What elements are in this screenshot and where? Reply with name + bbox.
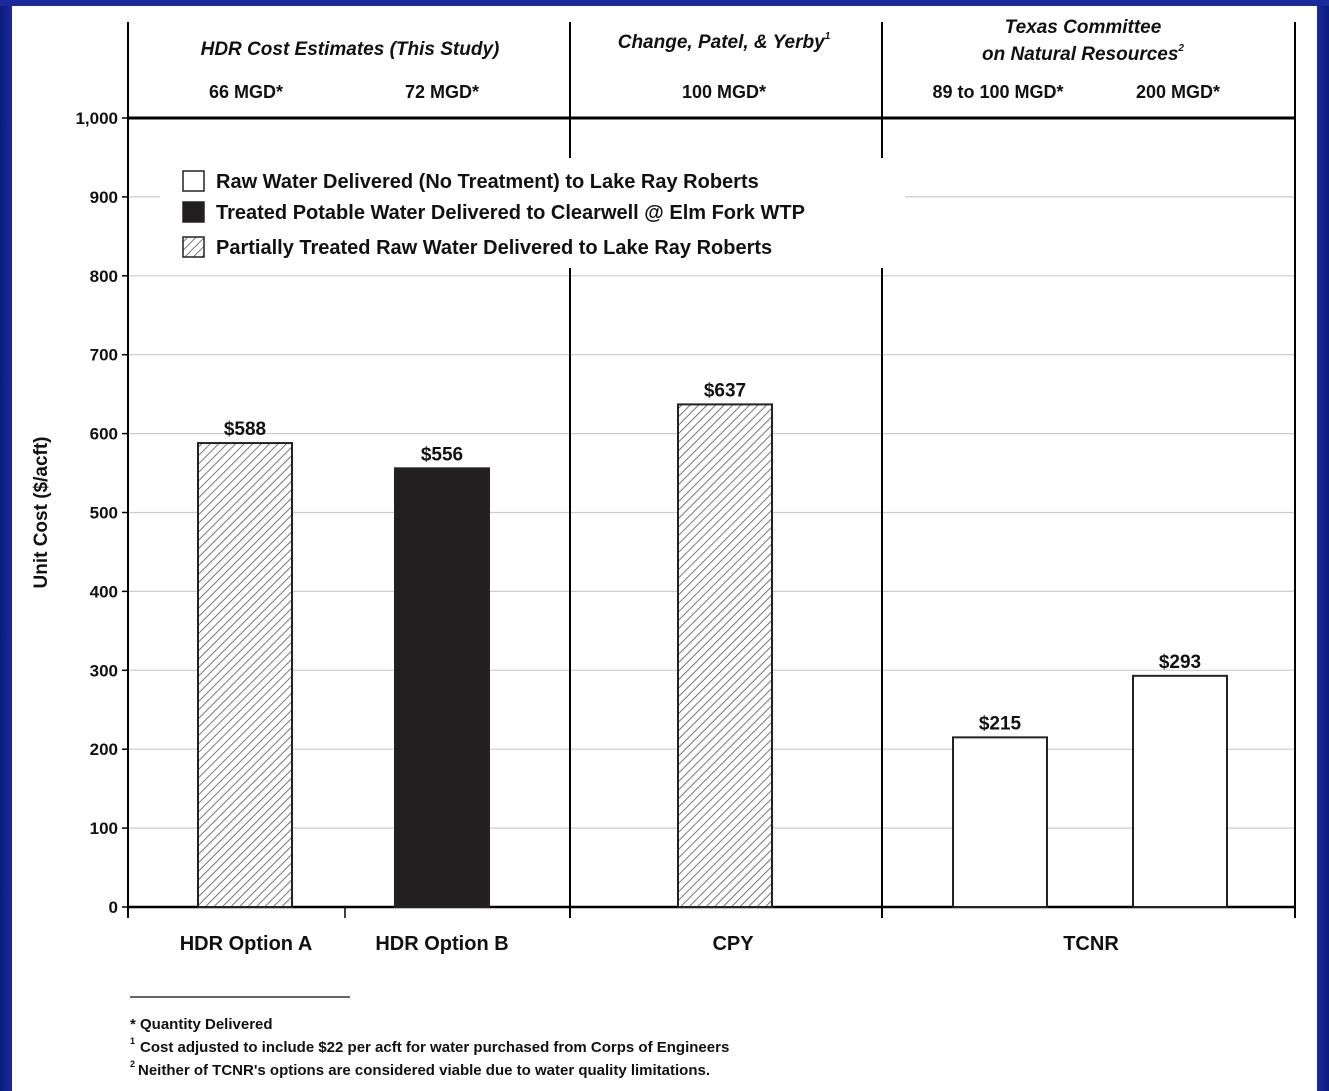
legend-swatch	[182, 170, 205, 192]
bar	[677, 403, 773, 908]
quantity-label: 89 to 100 MGD*	[932, 82, 1063, 102]
group-header-cpy: Change, Patel, & Yerby1	[618, 31, 831, 53]
group-headers: HDR Cost Estimates (This Study) Change, P…	[201, 17, 1220, 102]
legend-swatch	[182, 236, 205, 258]
y-axis: 0 100 200 300 400 500 600 700 800 900 1,000 Unit Co…	[31, 109, 128, 917]
footnote-star: * Quantity Delivered	[130, 1016, 273, 1033]
y-tick-label: 0	[109, 898, 118, 917]
bar	[197, 442, 293, 908]
footnote-1: Cost adjusted to include $22 per acft fo…	[140, 1039, 729, 1056]
y-tick-label: 700	[90, 346, 118, 365]
x-category-label: TCNR	[1063, 933, 1119, 955]
bar-value-label: $293	[1159, 652, 1201, 673]
legend-label: Treated Potable Water Delivered to Clear…	[216, 202, 805, 224]
bar	[952, 736, 1048, 908]
bar	[394, 467, 490, 908]
y-axis-title: Unit Cost ($/acft)	[31, 437, 52, 589]
bar	[1132, 674, 1228, 908]
x-category-label: HDR Option A	[180, 933, 313, 955]
footnotes: * Quantity Delivered 1 Cost adjusted to in…	[130, 996, 729, 1079]
y-tick-label: 500	[90, 504, 118, 523]
frame-top-strip	[0, 0, 1329, 6]
y-tick-label: 800	[90, 267, 118, 286]
legend-label: Partially Treated Raw Water Delivered to…	[216, 237, 772, 259]
x-category-label: CPY	[712, 933, 754, 955]
y-tick-label: 600	[90, 425, 118, 444]
bar-value-label: $637	[704, 380, 746, 401]
bar-value-label: $588	[224, 419, 266, 440]
x-axis: HDR Option A HDR Option B CPY TCNR	[180, 933, 1120, 955]
y-tick-label: 1,000	[75, 109, 118, 128]
y-tick-label: 200	[90, 740, 118, 759]
y-tick-label: 900	[90, 188, 118, 207]
y-tick-label: 300	[90, 661, 118, 680]
bar-value-label: $556	[421, 444, 463, 465]
group-header-tcnr-line2: on Natural Resources2	[982, 43, 1184, 65]
legend-background	[160, 160, 905, 268]
group-header-hdr: HDR Cost Estimates (This Study)	[201, 39, 500, 60]
y-tick-label: 100	[90, 819, 118, 838]
quantity-label: 200 MGD*	[1136, 82, 1220, 102]
bar-value-label: $215	[979, 713, 1022, 734]
y-tick-label: 400	[90, 582, 118, 601]
footnote-marker: 1	[825, 31, 831, 42]
footnote-2: Neither of TCNR's options are considered…	[138, 1062, 710, 1079]
quantity-label: 66 MGD*	[209, 82, 283, 102]
footnote-marker: 2	[1177, 43, 1184, 54]
legend: Raw Water Delivered (No Treatment) to La…	[160, 160, 905, 268]
group-header-tcnr-line1: Texas Committee	[1005, 17, 1162, 38]
footnote-marker: 2	[130, 1059, 135, 1069]
footnote-marker: 1	[130, 1036, 135, 1046]
legend-label: Raw Water Delivered (No Treatment) to La…	[216, 171, 759, 193]
bars: $588 $556 $637 $215 $293	[197, 380, 1228, 908]
x-category-label: HDR Option B	[375, 933, 508, 955]
quantity-label: 72 MGD*	[405, 82, 479, 102]
quantity-label: 100 MGD*	[682, 82, 766, 102]
legend-swatch	[182, 201, 205, 223]
